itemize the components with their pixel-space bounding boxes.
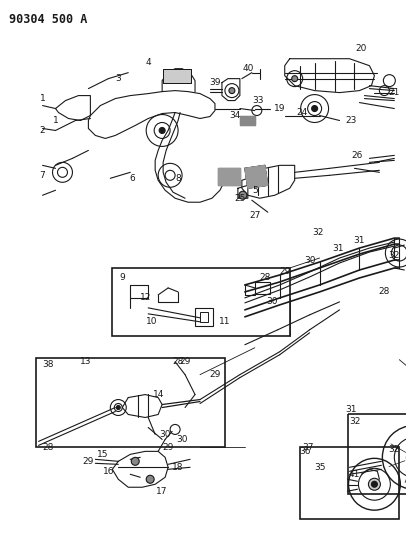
Text: 30: 30 bbox=[304, 255, 315, 264]
Text: 32: 32 bbox=[312, 228, 323, 237]
Text: 32: 32 bbox=[389, 445, 400, 454]
Circle shape bbox=[229, 87, 235, 94]
Text: 15: 15 bbox=[96, 450, 108, 459]
Bar bbox=[35, 358, 225, 447]
Text: 31: 31 bbox=[354, 236, 365, 245]
Text: 2: 2 bbox=[40, 126, 45, 135]
Circle shape bbox=[239, 191, 247, 199]
Text: 9: 9 bbox=[119, 273, 125, 282]
Text: 7: 7 bbox=[39, 171, 46, 180]
Polygon shape bbox=[218, 168, 240, 185]
Text: 29: 29 bbox=[83, 457, 94, 466]
Bar bbox=[255, 282, 270, 294]
Text: 38: 38 bbox=[43, 360, 54, 369]
Bar bbox=[300, 447, 399, 519]
Text: 28: 28 bbox=[43, 443, 54, 452]
Circle shape bbox=[292, 76, 298, 82]
Text: 5: 5 bbox=[252, 186, 258, 195]
Text: 30: 30 bbox=[160, 430, 171, 439]
Text: 19: 19 bbox=[274, 104, 285, 113]
Text: 39: 39 bbox=[209, 78, 221, 87]
Text: 31: 31 bbox=[346, 405, 357, 414]
Text: 25: 25 bbox=[234, 193, 245, 203]
Text: 11: 11 bbox=[219, 317, 231, 326]
Text: 31: 31 bbox=[332, 244, 343, 253]
Polygon shape bbox=[240, 116, 255, 125]
Text: 40: 40 bbox=[242, 64, 254, 73]
Text: 33: 33 bbox=[252, 96, 264, 105]
Polygon shape bbox=[245, 165, 268, 188]
Circle shape bbox=[146, 475, 154, 483]
Text: 20: 20 bbox=[356, 44, 367, 53]
Text: 16: 16 bbox=[103, 467, 114, 476]
Circle shape bbox=[131, 457, 139, 465]
Circle shape bbox=[116, 406, 120, 409]
Text: 18: 18 bbox=[172, 463, 184, 472]
Text: 1: 1 bbox=[53, 116, 58, 125]
Circle shape bbox=[368, 478, 381, 490]
Bar bbox=[163, 69, 191, 83]
Text: 10: 10 bbox=[147, 317, 158, 326]
Text: 35: 35 bbox=[314, 463, 325, 472]
Text: 29: 29 bbox=[209, 370, 221, 379]
Text: 29: 29 bbox=[162, 443, 174, 452]
Text: 32: 32 bbox=[389, 251, 400, 260]
Text: 30: 30 bbox=[266, 297, 278, 306]
Text: 29: 29 bbox=[279, 268, 291, 277]
Text: 23: 23 bbox=[346, 116, 357, 125]
Text: 28: 28 bbox=[173, 357, 184, 366]
Bar bbox=[163, 69, 191, 83]
Text: 4: 4 bbox=[145, 58, 151, 67]
Text: 29: 29 bbox=[179, 357, 191, 366]
Text: 13: 13 bbox=[80, 357, 91, 366]
Bar bbox=[112, 268, 290, 336]
Text: 36: 36 bbox=[299, 447, 311, 456]
Text: 27: 27 bbox=[249, 211, 260, 220]
Text: 6: 6 bbox=[129, 174, 135, 183]
Text: 12: 12 bbox=[140, 293, 151, 302]
Text: 21: 21 bbox=[389, 88, 400, 97]
Circle shape bbox=[159, 127, 165, 133]
Text: 8: 8 bbox=[175, 174, 181, 183]
Text: 3: 3 bbox=[116, 74, 121, 83]
Text: 26: 26 bbox=[352, 151, 363, 160]
Circle shape bbox=[372, 481, 377, 487]
Text: 41: 41 bbox=[349, 470, 360, 479]
Text: 90304 500 A: 90304 500 A bbox=[9, 13, 87, 26]
Circle shape bbox=[312, 106, 317, 111]
Text: 32: 32 bbox=[349, 417, 360, 426]
Text: 14: 14 bbox=[153, 390, 164, 399]
Text: 28: 28 bbox=[259, 273, 271, 282]
Text: 24: 24 bbox=[296, 108, 307, 117]
Text: 34: 34 bbox=[229, 111, 241, 120]
Text: 17: 17 bbox=[156, 487, 168, 496]
Bar bbox=[348, 415, 407, 494]
Text: 1: 1 bbox=[39, 94, 46, 103]
Bar bbox=[195, 308, 213, 326]
Bar bbox=[200, 312, 208, 322]
Text: 28: 28 bbox=[379, 287, 390, 296]
Text: 37: 37 bbox=[302, 443, 313, 452]
Text: 30: 30 bbox=[176, 435, 188, 444]
